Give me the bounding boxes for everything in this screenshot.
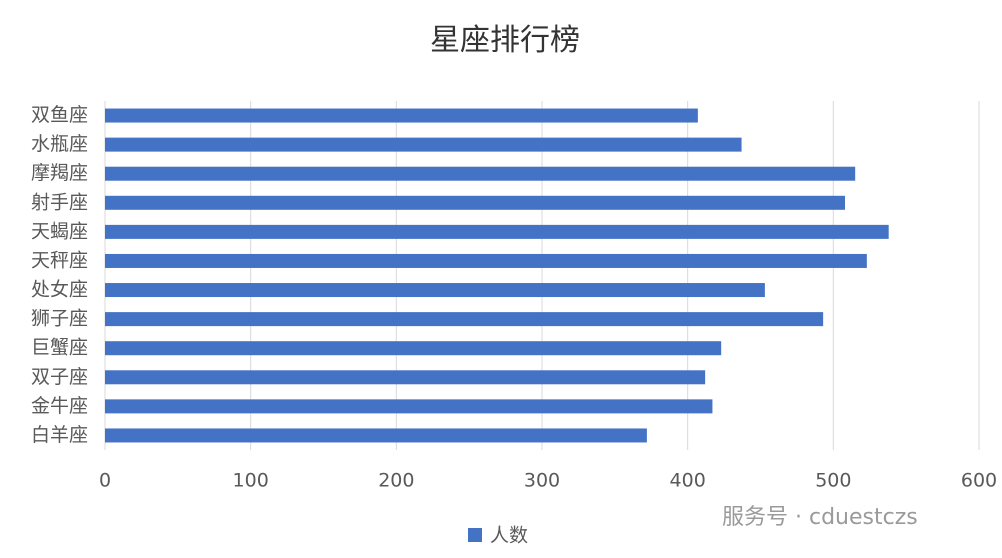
bar <box>105 253 867 268</box>
y-tick-label: 双鱼座 <box>31 104 88 126</box>
bar <box>105 283 765 298</box>
y-tick-label: 白羊座 <box>31 424 88 446</box>
y-tick-label: 狮子座 <box>31 308 88 330</box>
y-tick-label: 处女座 <box>31 279 88 301</box>
x-tick-label: 200 <box>378 470 414 492</box>
y-tick-label: 双子座 <box>31 366 88 388</box>
y-tick-label: 天秤座 <box>31 249 88 271</box>
x-tick-label: 0 <box>99 470 111 492</box>
y-tick-label: 金牛座 <box>31 395 88 417</box>
bar <box>105 166 856 181</box>
bar <box>105 312 824 327</box>
x-tick-label: 400 <box>670 470 706 492</box>
bar <box>105 370 706 385</box>
y-tick-label: 天蝎座 <box>31 220 88 242</box>
bar <box>105 399 713 414</box>
bar <box>105 195 845 210</box>
watermark: 服务号 · cduestczs <box>722 505 918 530</box>
y-tick-label: 水瓶座 <box>31 133 88 155</box>
grid: 0 100 200 300 400 500 600 <box>99 101 997 492</box>
bar <box>105 108 698 123</box>
bar <box>105 341 722 356</box>
bar <box>105 428 647 443</box>
x-tick-label: 600 <box>961 470 997 492</box>
y-tick-label: 巨蟹座 <box>31 337 88 359</box>
bar <box>105 137 742 152</box>
x-tick-label: 100 <box>233 470 269 492</box>
legend-label: 人数 <box>490 525 528 547</box>
x-tick-label: 300 <box>524 470 560 492</box>
legend-swatch <box>468 528 482 542</box>
y-tick-label: 射手座 <box>31 191 88 213</box>
chart-title: 星座排行榜 <box>430 23 580 58</box>
x-tick-label: 500 <box>815 470 851 492</box>
y-tick-label: 摩羯座 <box>31 162 88 184</box>
bar <box>105 224 889 239</box>
